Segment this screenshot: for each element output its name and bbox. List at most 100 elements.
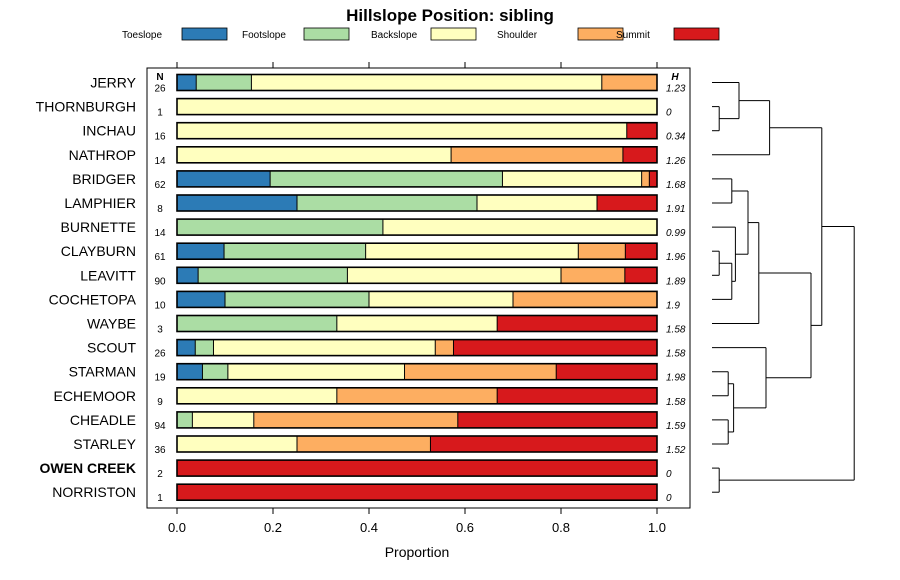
n-value: 10 <box>154 300 166 311</box>
bar-outline <box>176 338 658 357</box>
x-axis-label: Proportion <box>385 544 450 560</box>
row-label: LAMPHIER <box>64 195 136 211</box>
n-value: 19 <box>154 373 166 384</box>
row-label: NORRISTON <box>52 484 136 500</box>
bar-segment-backslope <box>502 170 642 187</box>
bar-segment-backslope <box>227 363 405 380</box>
bar-segment-toeslope <box>177 363 203 380</box>
bar-segment-backslope <box>382 219 657 236</box>
bar-segment-backslope <box>477 195 597 211</box>
bar-segment-shoulder <box>641 170 650 187</box>
bar-segment-footslope <box>195 339 214 356</box>
bar-segment-shoulder <box>578 243 626 260</box>
row-label: CLAYBURN <box>61 243 136 259</box>
n-value: 16 <box>154 132 166 143</box>
bar-segment-backslope <box>213 339 436 356</box>
bar-outline <box>176 73 658 92</box>
h-value: 1.98 <box>666 373 686 384</box>
row-cochetopa: COCHETOPA 10 1.9 <box>49 290 680 311</box>
bar-segment-summit <box>430 436 657 452</box>
n-value: 36 <box>154 445 166 456</box>
x-tick-label: 1.0 <box>648 520 666 535</box>
row-label: THORNBURGH <box>36 99 136 115</box>
bar-outline <box>176 146 658 164</box>
bar-outline <box>176 266 658 285</box>
plot-panel <box>146 67 691 509</box>
bar-outline <box>176 97 658 116</box>
row-label: WAYBE <box>87 316 136 332</box>
h-column-header: H <box>671 72 679 83</box>
h-value: 0.34 <box>666 132 686 143</box>
row-label: STARLEY <box>73 436 136 452</box>
bar-segment-backslope <box>177 436 297 452</box>
h-value: 1.59 <box>666 421 686 432</box>
n-value: 90 <box>154 276 166 287</box>
bar-segment-backslope <box>347 267 561 284</box>
bar-segment-footslope <box>297 195 477 211</box>
bar-segment-summit <box>177 460 657 477</box>
n-value: 26 <box>154 349 166 360</box>
bar-segment-toeslope <box>177 170 271 187</box>
bar-segment-shoulder <box>451 146 623 163</box>
h-value: 1.58 <box>666 397 686 408</box>
bar-segment-backslope <box>177 387 337 404</box>
n-value: 14 <box>154 156 166 167</box>
h-value: 1.9 <box>666 300 680 311</box>
row-label: BURNETTE <box>61 219 136 235</box>
row-label: CHEADLE <box>70 412 136 428</box>
bar-segment-summit <box>497 387 657 404</box>
h-value: 0 <box>666 469 672 480</box>
bar-segment-summit <box>625 243 657 260</box>
legend-label-toeslope: Toeslope <box>122 30 162 41</box>
bar-segment-shoulder <box>561 267 625 284</box>
row-thornburgh: THORNBURGH 1 0 <box>36 97 672 119</box>
n-value: 94 <box>154 421 166 432</box>
bar-segment-summit <box>497 315 657 332</box>
row-norriston: NORRISTON 1 0 <box>52 483 672 504</box>
bar-outline <box>176 483 658 502</box>
n-value: 2 <box>157 469 163 480</box>
bar-segment-footslope <box>225 291 369 308</box>
bar-segment-backslope <box>192 411 254 428</box>
bar-segment-summit <box>624 267 657 284</box>
n-value: 8 <box>157 204 163 215</box>
x-tick-label: 0.0 <box>168 520 186 535</box>
dendrogram <box>712 82 855 493</box>
bar-segment-footslope <box>177 315 337 332</box>
h-value: 1.89 <box>666 276 686 287</box>
bar-segment-footslope <box>202 363 228 380</box>
row-label: SCOUT <box>87 340 136 356</box>
n-value: 1 <box>157 108 163 119</box>
bar-segment-backslope <box>177 122 627 139</box>
h-value: 0 <box>666 108 672 119</box>
bar-segment-toeslope <box>177 267 199 284</box>
bar-segment-toeslope <box>177 243 225 260</box>
bar-segment-shoulder <box>435 339 454 356</box>
bar-outline <box>176 121 658 140</box>
n-value: 14 <box>154 228 166 239</box>
h-value: 1.68 <box>666 180 686 191</box>
bar-segment-footslope <box>198 267 348 284</box>
row-inchau: INCHAU 16 0.34 <box>82 121 686 143</box>
bar-segment-backslope <box>177 146 452 163</box>
row-label: STARMAN <box>69 364 136 380</box>
row-lamphier: LAMPHIER 8 1.91 <box>64 194 685 215</box>
bar-segment-shoulder <box>297 436 431 452</box>
bar-outline <box>176 411 658 429</box>
bar-segment-summit <box>453 339 657 356</box>
h-value: 1.58 <box>666 325 686 336</box>
x-tick-label: 0.8 <box>552 520 570 535</box>
h-value: 1.23 <box>666 84 686 95</box>
h-value: 0 <box>666 493 672 504</box>
row-cheadle: CHEADLE 94 1.59 <box>70 411 686 432</box>
bar-segment-summit <box>649 170 657 187</box>
row-bridger: BRIDGER 62 1.68 <box>72 170 686 191</box>
row-clayburn: CLAYBURN 61 1.96 <box>61 242 686 263</box>
bar-segment-shoulder <box>253 411 458 428</box>
row-burnette: BURNETTE 14 0.99 <box>61 218 686 239</box>
h-value: 1.26 <box>666 156 686 167</box>
row-label: OWEN CREEK <box>40 460 136 476</box>
h-value: 0.99 <box>666 228 686 239</box>
row-label: JERRY <box>90 75 136 91</box>
